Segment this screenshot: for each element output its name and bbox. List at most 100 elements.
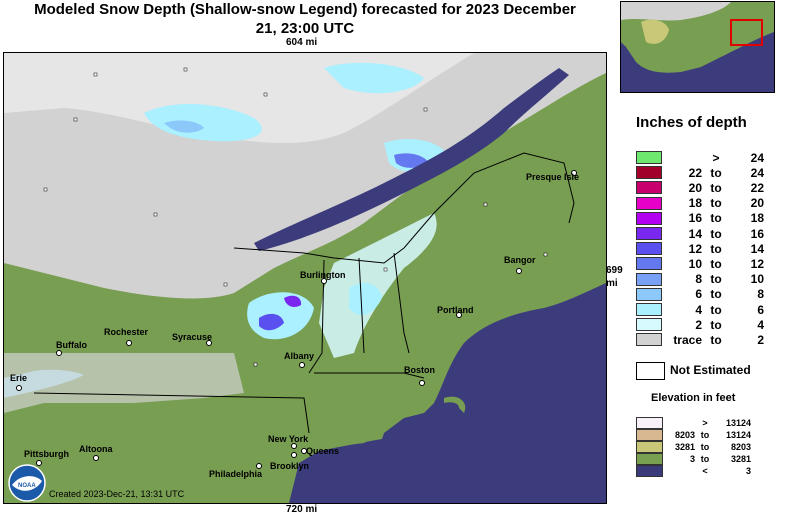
legend-to: > [712, 150, 720, 165]
elevation-low: 3 [689, 454, 695, 464]
city-brooklyn: Brooklyn [270, 461, 309, 471]
elevation-row: 3281 to 8203 [636, 441, 751, 453]
map-title-line1: Modeled Snow Depth (Shallow-snow Legend)… [34, 1, 576, 18]
snow-patch-1 [144, 103, 262, 142]
legend-swatch [636, 272, 662, 286]
elevation-swatch [636, 441, 663, 453]
city-albany: Albany [284, 351, 314, 361]
border-vt-nh [358, 257, 365, 354]
lake-ontario [34, 315, 200, 355]
philadelphia-dot [256, 463, 262, 469]
snow-patch-2 [324, 62, 424, 94]
elevation-swatch [636, 417, 663, 429]
legend-to: to [710, 180, 722, 195]
city-portland: Portland [437, 305, 474, 315]
legend-to: to [710, 332, 722, 347]
map-title: Modeled Snow Depth (Shallow-snow Legend)… [0, 0, 610, 38]
legend-swatch [636, 333, 662, 347]
city-buffalo: Buffalo [56, 340, 87, 350]
boston-dot [419, 380, 425, 386]
elevation-title: Elevation in feet [651, 392, 736, 404]
city-presque-isle: Presque Isle [526, 172, 579, 182]
legend-low: 12 [688, 241, 702, 256]
bangor-dot [516, 268, 522, 274]
scale-right-unit: mi [606, 278, 618, 289]
elevation-swatch [636, 429, 663, 441]
elevation-to: to [700, 430, 710, 440]
wny-trace-snow [4, 353, 244, 413]
legend-to: to [710, 226, 722, 241]
inset-region-box [730, 19, 763, 46]
not-estimated-label: Not Estimated [670, 363, 751, 377]
elevation-high: 8203 [730, 442, 751, 452]
city-pittsburgh: Pittsburgh [24, 449, 69, 459]
city-altoona: Altoona [79, 444, 113, 454]
legend-low: 16 [688, 211, 702, 226]
scale-right-number: 699 [606, 265, 623, 276]
elevation-row: >13124 [636, 417, 751, 429]
mountain-snow-2 [349, 282, 382, 316]
legend-to: to [710, 196, 722, 211]
border-ny-pa [33, 392, 310, 434]
snow-depth-map[interactable]: Presque Isle Burlington Bangor Rochester… [3, 52, 607, 504]
city-markers [16, 170, 577, 469]
inset-locator-map[interactable] [620, 1, 775, 93]
legend-row: 8 to 10 [636, 272, 764, 287]
legend-swatch [636, 318, 662, 332]
city-bangor: Bangor [504, 255, 536, 265]
legend-low: 4 [695, 302, 702, 317]
legend-low: 10 [688, 256, 702, 271]
inset-mountains [641, 19, 669, 44]
elevation-swatch [636, 453, 663, 465]
legend-high: 22 [750, 180, 764, 195]
snow-patch-deep-1 [394, 153, 429, 168]
brooklyn-dot [291, 452, 297, 458]
legend-row: 16 to 18 [636, 211, 764, 226]
legend-low: 14 [688, 226, 702, 241]
elevation-to: > [702, 418, 708, 428]
elevation-low: 8203 [674, 430, 695, 440]
elevation-to: < [702, 466, 708, 476]
legend-row: >24 [636, 150, 764, 165]
city-boston: Boston [404, 365, 435, 375]
legend-low: 22 [688, 165, 702, 180]
inset-snow [621, 2, 731, 21]
queens-dot [301, 448, 307, 454]
legend-high: 18 [750, 211, 764, 226]
mountain-snow-1 [319, 213, 437, 358]
svg-text:NOAA: NOAA [18, 483, 36, 489]
city-burlington: Burlington [300, 270, 346, 280]
border-nh-me [393, 252, 410, 354]
syracuse-dot [206, 340, 212, 346]
albany-dot [299, 362, 305, 368]
elevation-swatch [636, 465, 663, 477]
legend-low: 20 [688, 180, 702, 195]
elevation-row: <3 [636, 465, 751, 477]
buffalo-dot [56, 350, 62, 356]
legend-high: 12 [750, 256, 764, 271]
legend-row: 2 to 4 [636, 317, 764, 332]
legend-low: 18 [688, 196, 702, 211]
legend-high: 20 [750, 196, 764, 211]
legend-low: trace [673, 332, 702, 347]
legend-row: 10 to 12 [636, 256, 764, 271]
noaa-logo: NOAA [8, 464, 46, 502]
elevation-high: 13124 [725, 418, 751, 428]
legend-to: to [710, 256, 722, 271]
legend-swatch [636, 211, 662, 225]
legend-swatch [636, 242, 662, 256]
created-timestamp: Created 2023-Dec-21, 13:31 UTC [49, 489, 185, 499]
legend-title: Inches of depth [636, 114, 747, 131]
elevation-high: 13124 [725, 430, 751, 440]
legend-low: 2 [695, 317, 702, 332]
legend-high: 14 [750, 241, 764, 256]
legend-to: to [710, 272, 722, 287]
legend-swatch [636, 257, 662, 271]
burlington-dot [321, 278, 327, 284]
station-markers [43, 67, 548, 367]
legend-high: 24 [750, 165, 764, 180]
legend-swatch [636, 196, 662, 210]
border-us-canada [233, 152, 575, 264]
legend-swatch [636, 181, 662, 195]
city-new-york: New York [268, 434, 309, 444]
